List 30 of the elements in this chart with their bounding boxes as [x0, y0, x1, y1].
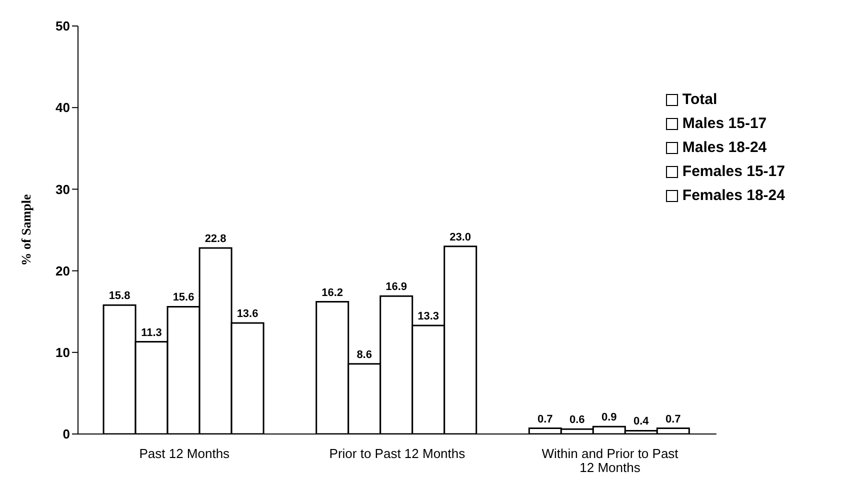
y-tick-label: 0	[62, 426, 70, 442]
x-tick-label: Within and Prior to Past 12 Months	[542, 446, 679, 475]
data-label: 0.4	[634, 416, 650, 428]
legend-label: Females 15-17	[682, 162, 785, 182]
data-label: 8.6	[356, 348, 372, 361]
y-tick-label: 40	[56, 100, 70, 116]
legend-label: Total	[682, 90, 718, 110]
data-label: 0.7	[666, 413, 681, 426]
legend-label: Males 15-17	[682, 114, 767, 134]
data-label: 15.8	[108, 290, 130, 302]
legend-label: Females 18-24	[682, 186, 785, 206]
y-tick-label: 50	[56, 18, 70, 34]
data-label: 23.0	[450, 231, 472, 244]
data-label: 16.2	[322, 286, 344, 299]
data-label: 13.6	[236, 308, 258, 320]
x-tick-label: Prior to Past 12 Months	[329, 446, 466, 461]
data-label: 11.3	[141, 326, 162, 339]
y-tick-label: 30	[56, 182, 70, 197]
legend-label: Males 18-24	[682, 138, 767, 158]
data-label: 16.9	[386, 281, 408, 294]
data-label: 22.8	[204, 232, 226, 245]
y-tick-label: 10	[56, 345, 70, 360]
y-axis-title: % of Sample	[18, 194, 34, 266]
data-label: 0.9	[602, 412, 617, 424]
y-tick-label: 20	[56, 263, 70, 278]
x-tick-label: Past 12 Months	[139, 446, 230, 461]
data-label: 13.3	[418, 310, 440, 322]
data-label: 0.6	[570, 414, 585, 426]
data-label: 0.7	[538, 413, 553, 426]
data-label: 15.6	[172, 292, 194, 304]
